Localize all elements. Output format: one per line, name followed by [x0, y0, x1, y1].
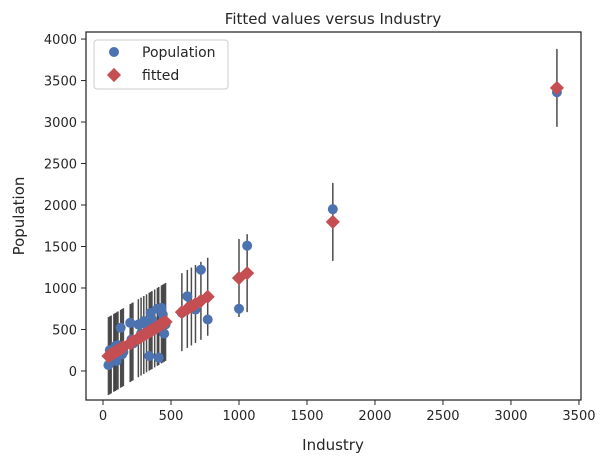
- legend-box: [93, 39, 229, 90]
- y-tick-label: 1000: [44, 282, 77, 297]
- x-tick-label: 1500: [290, 409, 323, 424]
- y-tick-label: 4000: [44, 33, 77, 48]
- population-point: [233, 303, 244, 314]
- population-point: [153, 352, 164, 363]
- fitted-point: [158, 314, 173, 330]
- fitted-point: [549, 80, 565, 95]
- population-point: [202, 314, 213, 325]
- population-point: [242, 240, 253, 251]
- legend-population-label: Population: [142, 45, 216, 61]
- fitted-point: [200, 289, 215, 304]
- y-tick-label: 3500: [44, 75, 77, 90]
- legend-population-marker: [109, 47, 119, 57]
- population-point: [182, 291, 193, 302]
- population-point: [195, 264, 206, 275]
- x-tick-label: 500: [159, 409, 184, 424]
- fitted-point: [325, 214, 340, 229]
- x-tick-label: 2500: [426, 409, 459, 424]
- chart-title: Fitted values versus Industry: [225, 10, 442, 28]
- population-point: [327, 204, 338, 215]
- x-axis-label: Industry: [302, 436, 364, 454]
- fitted-point: [240, 266, 255, 281]
- x-tick-label: 3500: [562, 409, 595, 424]
- x-tick-label: 3000: [494, 409, 527, 424]
- population-point: [115, 322, 126, 333]
- y-tick-label: 2500: [44, 158, 77, 173]
- legend-fitted-label: fitted: [142, 68, 179, 84]
- y-tick-label: 2000: [44, 199, 77, 214]
- y-tick-label: 0: [69, 365, 77, 380]
- legend: Population fitted: [93, 39, 229, 90]
- y-tick-label: 500: [52, 323, 77, 338]
- x-tick-label: 2000: [358, 409, 391, 424]
- y-tick-label: 3000: [44, 116, 77, 131]
- population-point: [125, 317, 136, 328]
- population-point: [144, 351, 155, 362]
- y-axis-label: Population: [10, 177, 28, 256]
- x-tick-label: 0: [99, 409, 107, 424]
- y-tick-label: 1500: [44, 240, 77, 255]
- plot-frame: [85, 31, 582, 401]
- x-tick-label: 1000: [222, 409, 255, 424]
